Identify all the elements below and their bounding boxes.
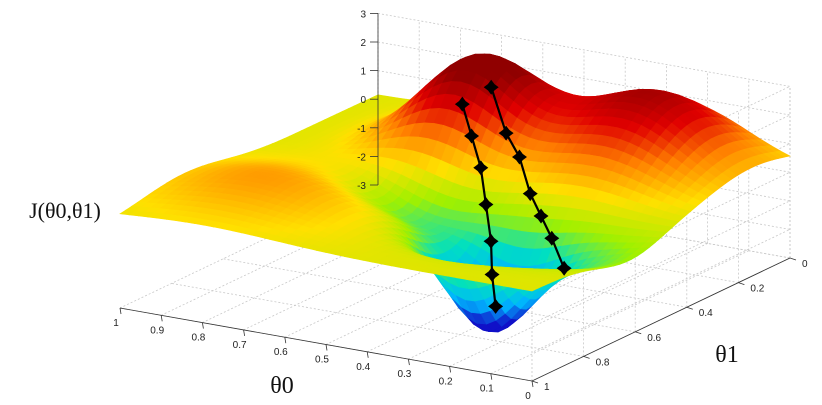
theta1-tick-label: 0.6 xyxy=(647,333,661,344)
descent-point-marker xyxy=(498,125,514,141)
theta0-tick-label: 0.6 xyxy=(274,347,288,358)
gridline xyxy=(223,258,636,333)
theta0-tick xyxy=(325,344,328,351)
theta0-tick-label: 0.4 xyxy=(356,362,370,373)
descent-point-marker xyxy=(464,128,480,144)
theta0-tick xyxy=(366,351,369,358)
theta0-tick xyxy=(449,366,451,373)
theta0-tick-label: 0.2 xyxy=(439,376,453,387)
z-tick-label: -3 xyxy=(357,181,366,192)
theta0-tick-label: 1 xyxy=(113,318,119,329)
descent-point-marker xyxy=(483,79,499,95)
theta0-tick xyxy=(490,373,493,380)
theta1-tick xyxy=(738,282,745,285)
theta0-tick xyxy=(202,322,204,329)
z-tick-label: 2 xyxy=(360,38,366,49)
theta0-tick xyxy=(160,315,163,322)
ticks: 3 2 1 0 -1 -2 -3 1 0.9 0.8 0.7 0.6 0.5 0.4 0.3 0.2 0.1 0 0… xyxy=(113,9,808,402)
descent-point-marker xyxy=(511,149,527,165)
theta0-tick-label: 0.9 xyxy=(150,325,164,336)
gridline xyxy=(377,156,792,353)
theta0-tick-label: 0.8 xyxy=(191,333,205,344)
theta1-tick xyxy=(789,257,797,261)
theta0-tick-label: 0 xyxy=(525,391,531,402)
theta0-tick xyxy=(284,337,287,344)
descent-point-marker xyxy=(556,260,572,276)
theta0-tick xyxy=(531,380,534,388)
descent-point-marker xyxy=(488,298,504,314)
theta0-tick-label: 0.7 xyxy=(233,340,247,351)
descent-point-marker xyxy=(533,208,549,224)
theta1-tick xyxy=(583,356,590,359)
theta0-tick-label: 0.3 xyxy=(397,369,411,380)
floor-edge xyxy=(119,257,791,382)
theta1-tick-label: 0.8 xyxy=(596,357,610,368)
theta0-tick xyxy=(243,329,245,336)
z-tick-label: -2 xyxy=(357,152,366,163)
theta0-tick xyxy=(408,359,410,366)
descent-point-marker xyxy=(522,186,538,202)
z-tick-label: 0 xyxy=(360,95,366,106)
theta1-tick-label: 1 xyxy=(544,382,550,393)
z-tick-label: 3 xyxy=(360,9,366,20)
descent-paths xyxy=(454,79,572,314)
gridline xyxy=(377,127,792,325)
descent-point-marker xyxy=(478,197,494,213)
theta1-tick xyxy=(531,380,539,384)
surface-patch xyxy=(521,286,539,292)
descent-point-marker xyxy=(473,160,489,176)
descent-point-marker xyxy=(484,266,500,282)
theta0-tick xyxy=(119,307,122,315)
theta0-tick-label: 0.5 xyxy=(315,355,329,366)
z-tick-label: 1 xyxy=(360,67,366,78)
descent-point-marker xyxy=(483,233,499,249)
theta1-axis-label: θ1 xyxy=(715,342,739,368)
theta0-tick-label: 0.1 xyxy=(480,384,494,395)
theta1-tick xyxy=(686,306,693,310)
z-tick-label: -1 xyxy=(357,124,366,135)
theta1-tick-label: 0.4 xyxy=(699,308,713,319)
surface xyxy=(119,53,791,333)
theta1-tick xyxy=(635,331,642,335)
theta0-axis-label: θ0 xyxy=(270,373,294,399)
descent-point-marker xyxy=(454,96,470,112)
theta1-tick-label: 0.2 xyxy=(750,284,764,295)
descent-point-marker xyxy=(544,230,560,246)
z-axis-label: J(θ0,θ1) xyxy=(29,198,101,223)
theta1-tick-label: 0 xyxy=(802,259,808,270)
gridline xyxy=(171,283,584,357)
